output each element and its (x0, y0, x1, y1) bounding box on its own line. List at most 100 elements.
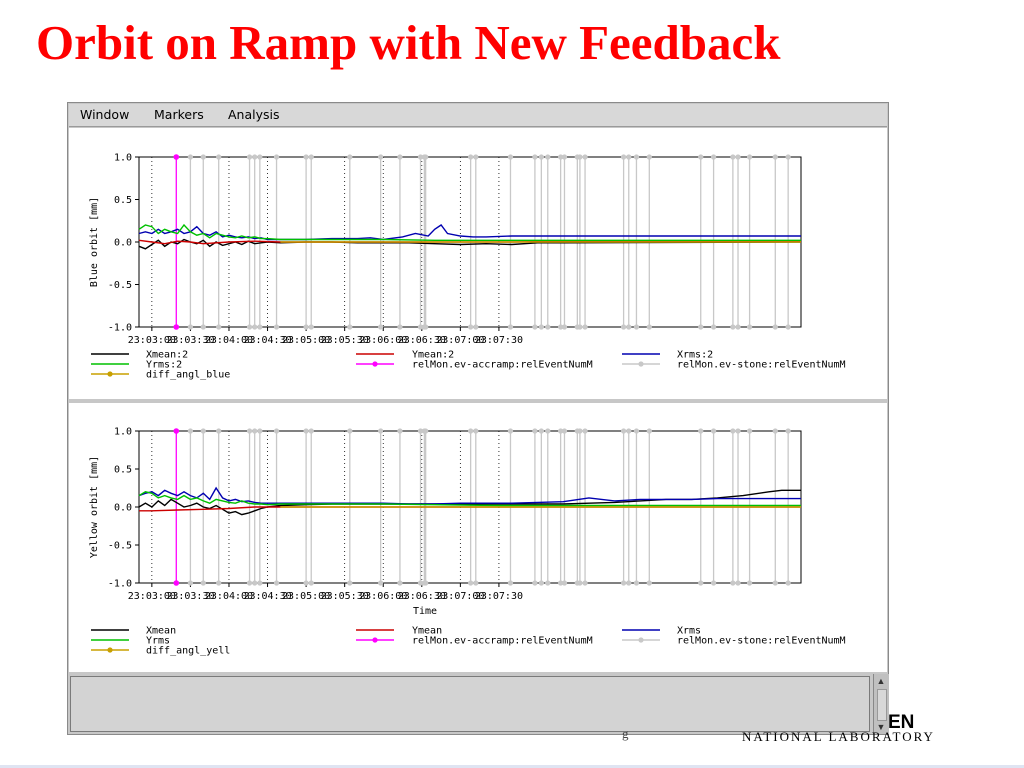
stone-event-marker (347, 154, 353, 160)
stone-event-marker (626, 154, 632, 160)
menu-analysis[interactable]: Analysis (228, 107, 280, 122)
stone-event-marker (257, 428, 263, 434)
stone-event-marker (621, 154, 627, 160)
accramp-event-marker (173, 154, 180, 160)
stone-event-marker (561, 154, 568, 160)
stone-event-marker (735, 428, 741, 434)
stone-event-marker (378, 428, 384, 434)
stone-event-marker (507, 428, 514, 434)
x-tick-label: 23:05:00 (282, 591, 330, 602)
y-tick-label: -1.0 (108, 323, 132, 334)
stone-event-marker (735, 580, 741, 586)
stone-event-marker (785, 324, 791, 330)
x-tick-label: 23:04:00 (205, 335, 253, 346)
stone-event-marker (423, 154, 429, 160)
stone-event-marker (538, 580, 544, 586)
footer-logo: EN (888, 712, 915, 733)
stone-event-marker (772, 324, 778, 330)
status-text-area[interactable] (70, 676, 870, 732)
stone-event-marker (626, 428, 632, 434)
stone-event-marker (273, 428, 280, 434)
stone-event-marker (473, 324, 479, 330)
series-line-yrms (138, 491, 801, 507)
stone-event-marker (730, 580, 736, 586)
stone-event-marker (200, 428, 206, 434)
stone-event-marker (646, 580, 652, 586)
stone-event-marker (252, 154, 258, 160)
stone-event-marker (303, 428, 309, 434)
stone-event-marker (273, 580, 280, 586)
stone-event-marker (200, 580, 206, 586)
y-tick-label: 1.0 (114, 153, 132, 164)
x-tick-label: 23:06:30 (398, 591, 446, 602)
y-tick-label: 0.0 (114, 503, 132, 514)
stone-event-marker (507, 154, 514, 160)
scroll-thumb[interactable] (877, 689, 887, 721)
stone-event-marker (561, 580, 568, 586)
app-window: Window Markers Analysis 23:03:00 23:03:30… (67, 102, 889, 735)
stone-event-marker (561, 428, 568, 434)
stone-event-marker (273, 324, 280, 330)
chart-panel-1: 23:03:0023:03:3023:04:0023:04:3023:05:00… (89, 153, 846, 381)
stone-event-marker (710, 428, 717, 434)
legend-label: relMon.ev-accramp:relEventNumM (412, 360, 593, 371)
stone-event-marker (257, 154, 263, 160)
stone-event-marker (538, 154, 544, 160)
scroll-up-arrow-icon[interactable]: ▲ (876, 676, 886, 686)
stone-event-marker (246, 428, 253, 434)
stone-event-marker (710, 324, 717, 330)
stone-event-marker (633, 154, 640, 160)
stone-event-marker (308, 580, 314, 586)
legend-swatch-marker (107, 371, 113, 377)
x-tick-label: 23:03:00 (128, 335, 176, 346)
stone-event-marker (646, 154, 652, 160)
x-tick-label: 23:05:30 (321, 335, 369, 346)
y-tick-label: -0.5 (108, 541, 132, 552)
stone-event-marker (468, 428, 474, 434)
stone-event-marker (730, 428, 736, 434)
stone-event-marker (785, 154, 791, 160)
stone-event-marker (746, 154, 753, 160)
stone-event-marker (633, 580, 640, 586)
chart-panel-2: 23:03:0023:03:3023:04:0023:04:3023:05:00… (89, 427, 846, 657)
scroll-down-arrow-icon[interactable]: ▼ (876, 722, 886, 732)
stone-event-marker (532, 154, 538, 160)
y-tick-label: -1.0 (108, 579, 132, 590)
stone-event-marker (532, 324, 538, 330)
stone-event-marker (538, 324, 544, 330)
stone-event-marker (545, 154, 551, 160)
stone-event-marker (698, 580, 704, 586)
series-line-xrms (138, 486, 801, 505)
stone-event-marker (621, 580, 627, 586)
stone-event-marker (577, 428, 583, 434)
stone-event-marker (216, 428, 222, 434)
stone-event-marker (582, 154, 588, 160)
slide-title: Orbit on Ramp with New Feedback (36, 15, 781, 70)
stone-event-marker (252, 580, 258, 586)
stone-event-marker (698, 428, 704, 434)
stone-event-marker (577, 324, 583, 330)
stone-event-marker (417, 580, 424, 586)
stone-event-marker (730, 324, 736, 330)
stone-event-marker (698, 324, 704, 330)
menu-window[interactable]: Window (80, 107, 130, 122)
legend-label: Ymean:2 (412, 350, 454, 361)
stone-event-marker (187, 154, 194, 160)
legend-label: Yrms:2 (146, 360, 182, 371)
legend-label: Xmean (146, 626, 176, 637)
stone-event-marker (468, 580, 474, 586)
x-tick-label: 23:07:30 (475, 335, 523, 346)
stone-event-marker (246, 154, 253, 160)
stone-event-marker (187, 428, 194, 434)
x-tick-label: 23:03:00 (128, 591, 176, 602)
legend-label: Ymean (412, 626, 442, 637)
stone-event-marker (216, 324, 222, 330)
stone-event-marker (378, 154, 384, 160)
stone-event-marker (633, 428, 640, 434)
stone-event-marker (621, 428, 627, 434)
vertical-scrollbar[interactable]: ▲ ▼ (873, 674, 889, 734)
menu-markers[interactable]: Markers (154, 107, 204, 122)
stone-event-marker (538, 428, 544, 434)
series-line-xrms (138, 224, 801, 241)
stone-event-marker (347, 428, 353, 434)
